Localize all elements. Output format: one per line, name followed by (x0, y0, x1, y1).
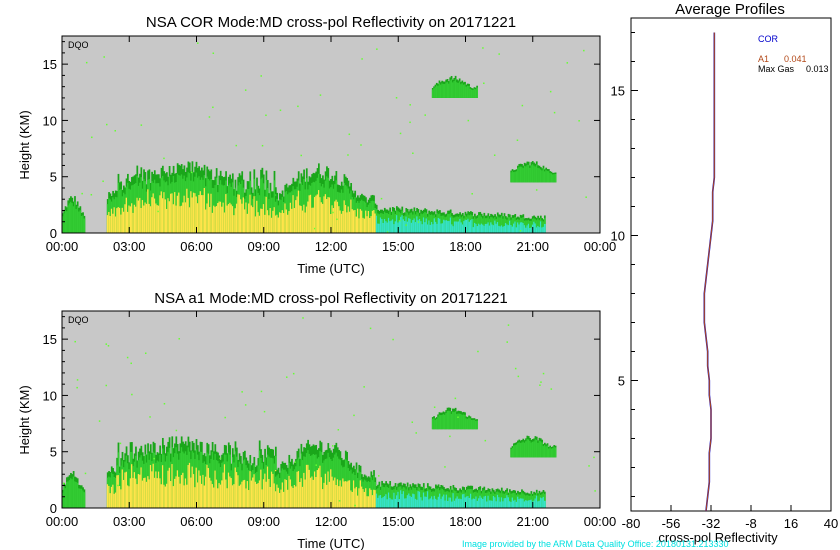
a1-y-tick-label: 5 (50, 445, 57, 460)
cor-x-tick-label: 09:00 (247, 239, 280, 254)
profile-y-tick-label: 15 (611, 84, 625, 99)
cor-x-tick-label: 15:00 (382, 239, 415, 254)
cor-panel-title: NSA COR Mode:MD cross-pol Reflectivity o… (146, 14, 516, 31)
profile-title: Average Profiles (675, 1, 785, 18)
profile-x-tick-label: 40 (824, 516, 838, 531)
profile-legend: COR A1 0.041 Max Gas 0.013 (758, 34, 829, 74)
profile-y-axis: 5 10 15 (611, 32, 638, 497)
a1-y-axis-label: Height (KM) (17, 385, 32, 454)
profile-x-tick-label: -56 (662, 516, 681, 531)
a1-panel-title: NSA a1 Mode:MD cross-pol Reflectivity on… (154, 290, 508, 307)
legend-a1-label: A1 (758, 54, 769, 64)
legend-cor-label: COR (758, 34, 779, 44)
a1-x-tick-label: 12:00 (315, 514, 348, 529)
legend-maxgas-value: 0.013 (806, 64, 829, 74)
cor-y-tick-label: 0 (50, 226, 57, 241)
a1-x-tick-label: 18:00 (449, 514, 482, 529)
cor-x-tick-label: 18:00 (449, 239, 482, 254)
cor-x-axis-label: Time (UTC) (297, 261, 364, 276)
cor-y-tick-label: 15 (43, 57, 57, 72)
cor-x-axis: 00:00 03:00 06:00 09:00 12:00 15:00 18:00 21:00… (46, 36, 617, 254)
a1-x-tick-label: 21:00 (516, 514, 549, 529)
cor-x-tick-label: 21:00 (516, 239, 549, 254)
cor-y-axis: 0 5 10 15 (43, 41, 600, 241)
cor-y-tick-label: 5 (50, 170, 57, 185)
a1-y-tick-label: 0 (50, 501, 57, 516)
cor-y-axis-label: Height (KM) (17, 110, 32, 179)
profile-x-tick-label: -80 (622, 516, 641, 531)
profile-line-a1 (703, 32, 715, 512)
legend-a1-value: 0.041 (784, 54, 807, 64)
a1-x-tick-label: 00:00 (584, 514, 617, 529)
a1-y-tick-label: 10 (43, 388, 57, 403)
a1-x-tick-label: 00:00 (46, 514, 79, 529)
a1-x-tick-label: 09:00 (247, 514, 280, 529)
a1-y-axis: 0 5 10 15 (43, 316, 600, 516)
profile-x-tick-label: -32 (702, 516, 721, 531)
profile-frame (630, 17, 832, 512)
profile-x-tick-label: -8 (745, 516, 757, 531)
a1-x-axis: 00:00 03:00 06:00 09:00 12:00 15:00 18:00 21:00… (46, 311, 617, 529)
cor-panel-tag: DQO (68, 40, 89, 50)
profile-y-tick-label: 10 (611, 229, 625, 244)
a1-panel: NSA a1 Mode:MD cross-pol Reflectivity on… (17, 290, 616, 550)
cor-x-tick-label: 03:00 (113, 239, 146, 254)
a1-x-tick-label: 15:00 (382, 514, 415, 529)
a1-x-axis-label: Time (UTC) (297, 536, 364, 550)
cor-x-tick-label: 12:00 (315, 239, 348, 254)
profile-series (703, 32, 716, 512)
a1-panel-tag: DQO (68, 315, 89, 325)
profile-panel: Average Profiles -80 -56 -32 -8 16 40 5 10 15 c… (611, 1, 839, 545)
cor-x-tick-label: 06:00 (180, 239, 213, 254)
cor-y-tick-label: 10 (43, 113, 57, 128)
cor-x-tick-label: 00:00 (46, 239, 79, 254)
profile-x-axis-label: cross-pol Reflectivity (658, 530, 778, 545)
profile-x-axis: -80 -56 -32 -8 16 40 (622, 505, 838, 531)
legend-maxgas-label: Max Gas (758, 64, 795, 74)
cor-x-tick-label: 00:00 (584, 239, 617, 254)
profile-y-tick-label: 5 (618, 374, 625, 389)
a1-x-tick-label: 06:00 (180, 514, 213, 529)
a1-echo-field (62, 317, 596, 508)
a1-y-tick-label: 15 (43, 332, 57, 347)
a1-x-tick-label: 03:00 (113, 514, 146, 529)
cor-panel: NSA COR Mode:MD cross-pol Reflectivity o… (17, 14, 616, 276)
credit-text: Image provided by the ARM Data Quality O… (462, 539, 729, 549)
cor-echo-field (62, 42, 587, 233)
profile-x-tick-label: 16 (784, 516, 798, 531)
